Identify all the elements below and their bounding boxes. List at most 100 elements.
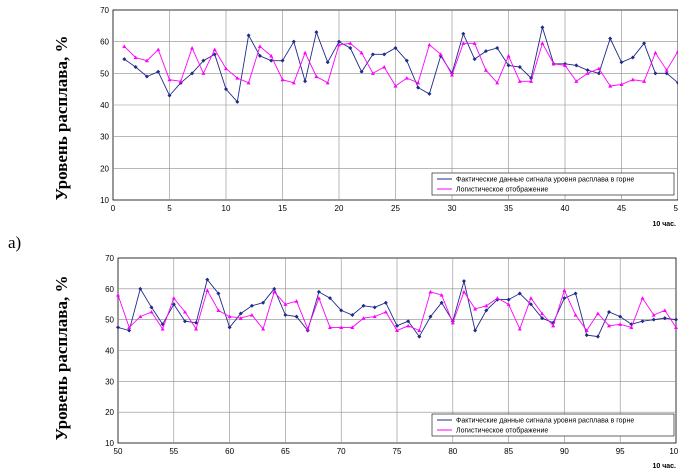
data-point (607, 309, 612, 314)
data-point (227, 314, 232, 319)
data-point (383, 309, 388, 314)
data-point (127, 328, 132, 333)
data-point (149, 305, 154, 310)
data-point (216, 308, 221, 313)
data-point (395, 328, 399, 333)
x-ticks-2: 50 55 60 65 70 75 80 85 90 95 100 (114, 447, 678, 456)
data-point (138, 314, 143, 319)
data-point (359, 69, 364, 74)
legend-box-1 (431, 172, 675, 196)
data-point (257, 44, 262, 49)
data-point (190, 71, 195, 76)
data-point (584, 333, 589, 338)
grid-2 (118, 258, 676, 443)
data-point (283, 313, 288, 318)
data-point (495, 296, 500, 300)
data-point (212, 52, 217, 57)
data-point (506, 53, 511, 58)
x-tick-label: 95 (616, 447, 625, 456)
data-point (138, 286, 143, 291)
data-point (428, 289, 433, 294)
data-point (328, 296, 333, 301)
data-point (325, 80, 330, 85)
data-point (528, 296, 533, 300)
data-point (383, 300, 388, 305)
data-point (473, 328, 478, 333)
data-point (156, 69, 161, 74)
x-tick-label: 55 (169, 447, 178, 456)
data-point (483, 49, 488, 54)
data-point (674, 325, 678, 329)
series-line (123, 42, 678, 87)
data-point (416, 80, 421, 85)
data-point (629, 325, 634, 329)
data-point (316, 289, 321, 294)
y-tick-label: 60 (100, 38, 109, 47)
data-point (238, 311, 243, 316)
y-tick-label: 60 (105, 285, 114, 294)
x-tick-label: 15 (278, 204, 287, 213)
data-point (438, 52, 443, 56)
legend-label-actual-2: Фактические данные сигнала уровня распла… (456, 418, 634, 425)
data-point (328, 325, 333, 329)
data-point (472, 57, 477, 62)
data-point (517, 65, 522, 69)
data-point (303, 50, 308, 55)
data-point (473, 306, 478, 311)
data-point (350, 325, 355, 329)
data-point (116, 293, 120, 297)
data-point (393, 46, 398, 50)
data-point (439, 300, 444, 305)
data-point (182, 309, 187, 314)
y-axis-label-1: Уровень расплава, % (52, 36, 71, 201)
x-tick-label: 85 (504, 447, 513, 456)
data-point (227, 325, 232, 330)
data-point (642, 41, 647, 46)
y-tick-label: 70 (105, 254, 114, 263)
x-tick-label: 90 (560, 447, 569, 456)
data-point (361, 303, 366, 308)
data-point (291, 39, 296, 44)
series-actual-1 (122, 25, 678, 104)
data-point (574, 63, 579, 68)
data-point (361, 316, 366, 320)
data-point (133, 65, 138, 69)
legend-label-logistic-1: Логистическое отображение (456, 186, 548, 194)
data-point (573, 291, 578, 296)
y-tick-label: 30 (105, 377, 114, 386)
x-tick-label: 0 (111, 204, 116, 213)
data-point (348, 41, 353, 45)
data-point (235, 99, 240, 104)
data-point (417, 334, 422, 339)
x-tick-label: 70 (337, 447, 346, 456)
data-point (116, 325, 120, 330)
x-tick-label: 30 (448, 204, 457, 213)
y-tick-label: 40 (100, 101, 109, 110)
series-line (124, 25, 678, 103)
data-point (316, 296, 321, 300)
data-point (517, 291, 522, 296)
data-point (528, 302, 533, 307)
y-ticks-1: 10 20 30 40 50 60 70 (100, 6, 109, 205)
data-point (127, 325, 132, 329)
data-point (272, 289, 277, 294)
y-axis-label-2: Уровень расплава, % (52, 276, 71, 441)
x-tick-label: 25 (391, 204, 400, 213)
data-point (664, 68, 669, 72)
x-ticks-1: 0 5 10 15 20 25 30 35 40 45 50 (111, 204, 678, 213)
data-point (640, 296, 645, 300)
x-unit-label-2: 10 час. (652, 463, 676, 470)
data-point (450, 72, 454, 77)
y-tick-label: 40 (105, 347, 114, 356)
data-point (596, 71, 601, 76)
data-point (642, 79, 647, 83)
data-point (596, 66, 601, 71)
y-tick-label: 10 (100, 196, 109, 205)
x-tick-label: 65 (281, 447, 290, 456)
data-point (294, 299, 299, 303)
data-point (224, 66, 228, 71)
data-point (427, 91, 432, 96)
data-point (664, 71, 669, 76)
data-point (517, 79, 522, 83)
data-point (484, 308, 489, 313)
